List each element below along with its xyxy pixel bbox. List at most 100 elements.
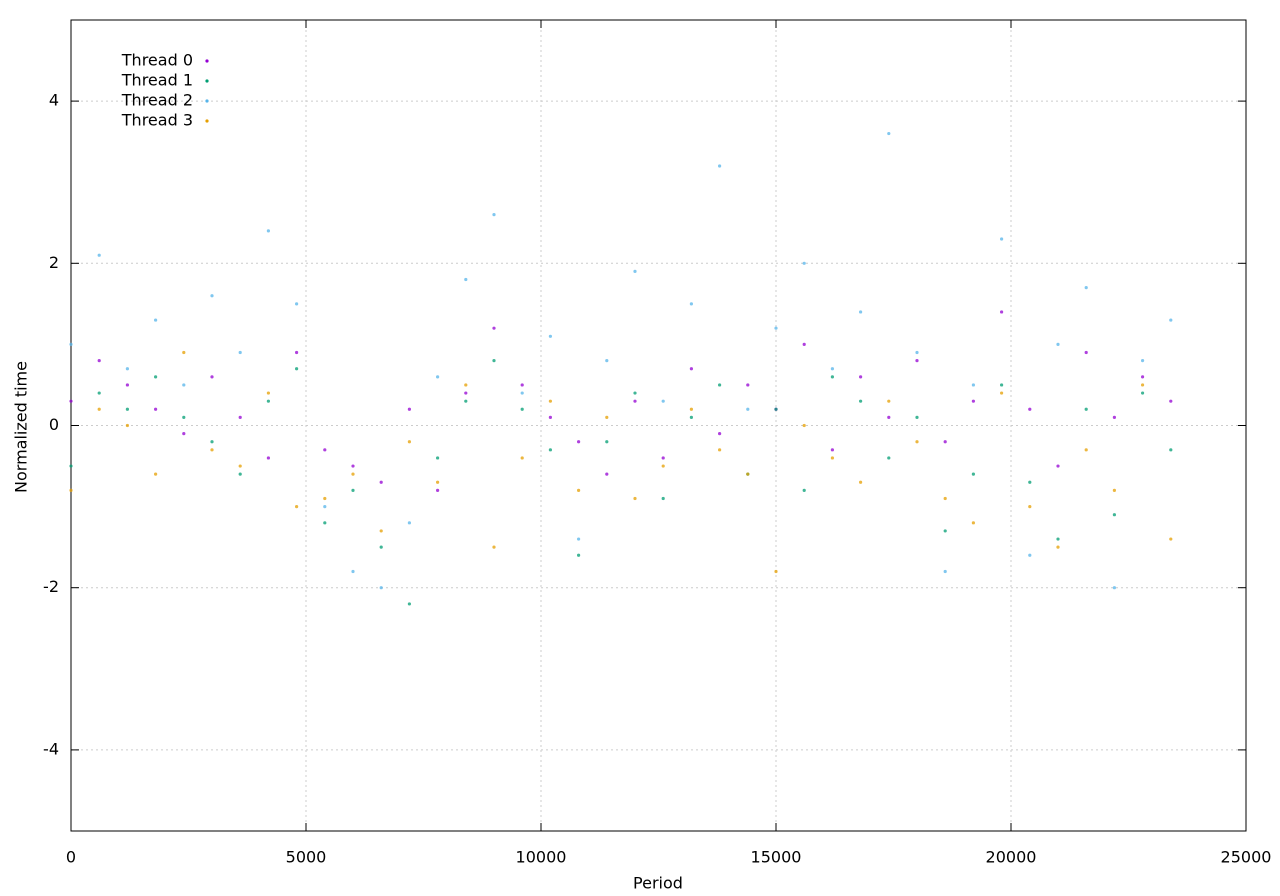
data-point bbox=[802, 423, 806, 428]
data-point bbox=[1141, 383, 1145, 387]
data-point bbox=[774, 326, 778, 330]
data-point bbox=[97, 407, 101, 411]
data-point bbox=[295, 367, 299, 371]
x-tick-label: 20000 bbox=[986, 848, 1037, 867]
data-point bbox=[943, 496, 947, 501]
data-point bbox=[125, 367, 129, 371]
data-point bbox=[971, 521, 976, 525]
data-point bbox=[605, 472, 609, 476]
data-point bbox=[1084, 286, 1088, 290]
data-point bbox=[661, 399, 665, 403]
legend-label: Thread 2 bbox=[121, 91, 193, 110]
y-axis-label: Normalized time bbox=[12, 361, 31, 493]
data-point bbox=[464, 383, 468, 387]
y-tick-label: 2 bbox=[49, 253, 59, 272]
data-point bbox=[154, 375, 158, 379]
y-tick-label: -4 bbox=[43, 739, 59, 758]
data-point bbox=[718, 448, 722, 452]
data-point bbox=[407, 407, 411, 411]
data-point bbox=[774, 569, 778, 574]
data-point bbox=[1141, 391, 1145, 395]
x-tick-label: 25000 bbox=[1221, 848, 1272, 867]
data-point bbox=[351, 472, 355, 476]
data-point bbox=[1000, 391, 1004, 395]
y-tick-label: 4 bbox=[49, 91, 59, 110]
data-point bbox=[661, 464, 665, 468]
data-point bbox=[154, 407, 158, 411]
data-point bbox=[887, 415, 891, 419]
data-point bbox=[689, 302, 694, 306]
data-point bbox=[351, 464, 355, 468]
data-point bbox=[436, 375, 440, 379]
data-point bbox=[407, 521, 411, 525]
data-point bbox=[887, 399, 891, 403]
data-point bbox=[577, 537, 581, 541]
data-point bbox=[859, 399, 863, 403]
data-point bbox=[1169, 318, 1173, 322]
data-point bbox=[464, 391, 468, 395]
data-point bbox=[802, 342, 806, 346]
data-point bbox=[718, 383, 722, 387]
data-point bbox=[238, 415, 242, 419]
data-point bbox=[295, 505, 299, 509]
data-point bbox=[238, 472, 242, 476]
data-point bbox=[887, 131, 891, 136]
data-point bbox=[830, 375, 835, 379]
data-point bbox=[323, 496, 327, 501]
legend-label: Thread 1 bbox=[121, 71, 193, 90]
data-point bbox=[746, 472, 750, 476]
data-point bbox=[633, 496, 637, 501]
data-point bbox=[689, 407, 694, 411]
data-point bbox=[520, 391, 524, 395]
data-point bbox=[125, 407, 129, 411]
data-point bbox=[97, 359, 101, 363]
data-point bbox=[1056, 464, 1060, 468]
x-tick-label: 5000 bbox=[286, 848, 327, 867]
data-point bbox=[295, 350, 299, 355]
data-point bbox=[1028, 407, 1032, 411]
data-point bbox=[915, 440, 919, 444]
data-point bbox=[746, 407, 750, 411]
y-tick-label: 0 bbox=[49, 415, 59, 434]
data-point bbox=[69, 488, 73, 492]
data-point bbox=[182, 432, 186, 436]
data-point bbox=[830, 448, 835, 452]
x-axis-label: Period bbox=[633, 874, 683, 893]
data-point bbox=[971, 399, 976, 403]
x-tick-label: 0 bbox=[66, 848, 76, 867]
data-point bbox=[633, 269, 637, 274]
data-point bbox=[1056, 545, 1060, 549]
legend-label: Thread 0 bbox=[121, 51, 193, 70]
data-point bbox=[1169, 448, 1173, 452]
data-point bbox=[436, 488, 440, 492]
data-point bbox=[210, 294, 214, 298]
data-point bbox=[605, 440, 609, 444]
data-point bbox=[266, 391, 270, 395]
data-point bbox=[1084, 407, 1088, 411]
data-point bbox=[915, 350, 919, 355]
data-point bbox=[1056, 342, 1060, 346]
y-tick-label: -2 bbox=[43, 577, 59, 596]
data-point bbox=[1000, 237, 1004, 241]
data-point bbox=[943, 569, 947, 574]
data-point bbox=[407, 440, 411, 444]
data-point bbox=[548, 334, 553, 338]
data-point bbox=[915, 359, 919, 363]
data-point bbox=[943, 440, 947, 444]
data-point bbox=[69, 399, 73, 403]
data-point bbox=[323, 448, 327, 452]
data-point bbox=[1028, 553, 1032, 557]
data-point bbox=[689, 415, 694, 419]
data-point bbox=[943, 529, 947, 533]
data-point bbox=[154, 472, 158, 476]
data-point bbox=[210, 440, 214, 444]
data-point bbox=[971, 383, 976, 387]
data-point bbox=[577, 488, 581, 492]
data-point bbox=[210, 448, 214, 452]
data-point bbox=[1084, 350, 1088, 355]
data-point bbox=[266, 399, 270, 403]
data-point bbox=[1084, 448, 1088, 452]
legend-swatch bbox=[205, 99, 209, 103]
legend-swatch bbox=[205, 59, 209, 63]
